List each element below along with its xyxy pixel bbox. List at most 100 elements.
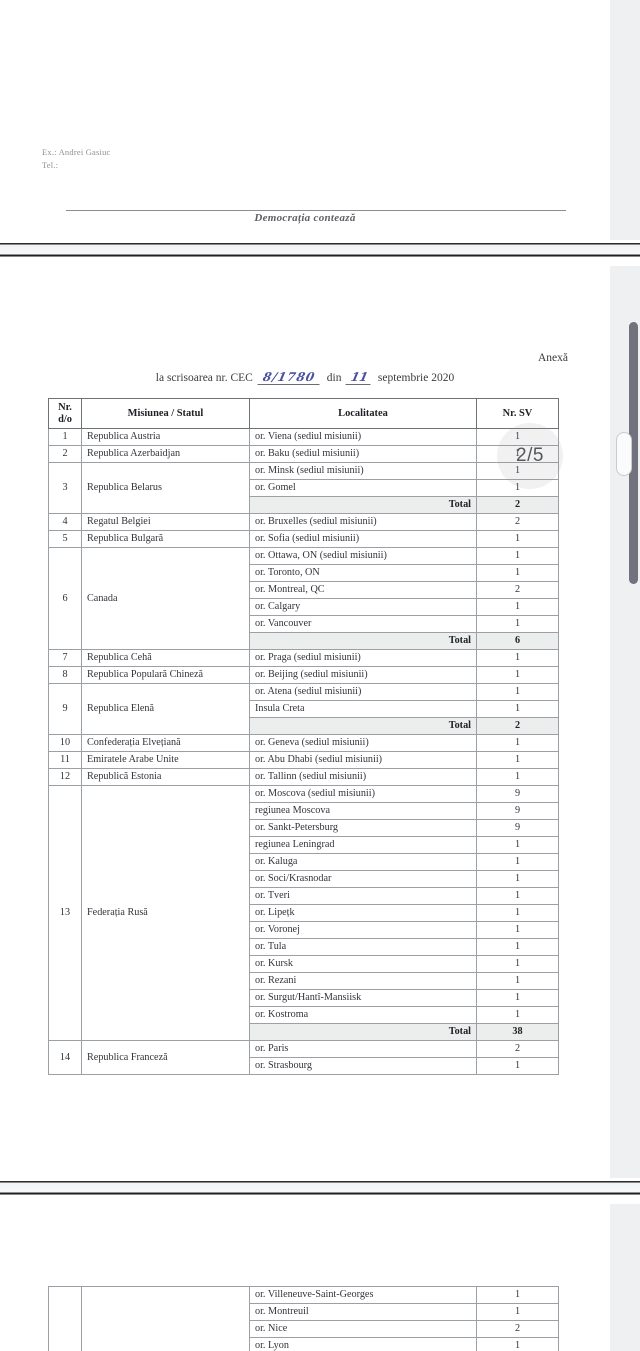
table-body: 1 Republica Austria or. Viena (sediul misi…: [48, 428, 559, 1075]
cell-nr: 11: [48, 751, 82, 769]
cell-locality: or. Surgut/Hantî-Mansiisk: [249, 989, 477, 1007]
cell-sv: 1: [476, 1303, 559, 1321]
document-page-1: Ex.: Andrei Gasiuc Tel.: Democrația cont…: [0, 0, 610, 240]
cell-sv: 1: [476, 836, 559, 854]
vertical-scrollbar-track[interactable]: [628, 0, 640, 1351]
cell-nr: 1: [48, 428, 82, 446]
cell-mission: Republica Populară Chineză: [81, 666, 250, 684]
column-header-nr: Nr. d/o: [48, 398, 82, 429]
table-row: 6 Canada or. Ottawa, ON (sediul misiunii) 1: [48, 547, 559, 650]
cell-total-sv: 2: [476, 717, 559, 735]
cell-sv: 9: [476, 802, 559, 820]
cell-locality: or. Baku (sediul misiunii): [249, 445, 477, 463]
table-row: or. Soci/Krasnodar 1: [49, 870, 559, 888]
cell-mission: Republica Cehă: [81, 649, 250, 667]
cell-nr: 5: [48, 530, 82, 548]
cell-locality: regiunea Moscova: [249, 802, 477, 820]
cell-mission: Federația Rusă: [81, 785, 250, 1041]
table-row: or. Strasbourg 1: [49, 1057, 559, 1075]
cell-sv: 2: [476, 581, 559, 599]
cell-sv: 1: [476, 1006, 559, 1024]
cell-locality: or. Lyon: [249, 1337, 477, 1351]
cell-total-sv: 38: [476, 1023, 559, 1041]
cell-sv: 1: [476, 547, 559, 565]
cell-total-sv: 2: [476, 496, 559, 514]
table-row: 14 Republica Franceză or. Paris 2: [48, 1040, 559, 1075]
annex-ref-number-handwritten: 8/1780: [257, 370, 323, 385]
page-separator-2: [0, 1178, 640, 1204]
cell-locality: or. Tula: [249, 938, 477, 956]
cell-sv: 1: [476, 666, 559, 684]
table-row: 5 Republica Bulgară or. Sofia (sediul misi…: [48, 530, 559, 548]
cell-locality: or. Montreal, QC: [249, 581, 477, 599]
cell-locality: or. Vancouver: [249, 615, 477, 633]
page-3-gutter: [610, 1204, 640, 1351]
table-row: Insula Creta 1: [49, 700, 559, 718]
annex-ref-din: din: [326, 372, 342, 384]
cell-mission: Republică Estonia: [81, 768, 250, 786]
table-row: 13 Federația Rusă or. Moscova (sediul misi…: [48, 785, 559, 1041]
cell-mission: Republica Franceză: [81, 1040, 250, 1075]
cell-sv: 1: [476, 564, 559, 582]
cell-locality: or. Viena (sediul misiunii): [249, 428, 477, 446]
cell-locality: or. Praga (sediul misiunii): [249, 649, 477, 667]
annex-ref-date: septembrie 2020: [377, 372, 455, 384]
table-row: 10 Confederația Elvețiană or. Geneva (sedi…: [48, 734, 559, 752]
table-row: 7 Republica Cehă or. Praga (sediul misiuni…: [48, 649, 559, 667]
executor-phone: Tel.:: [42, 159, 59, 170]
cell-locality: or. Sofia (sediul misiunii): [249, 530, 477, 548]
table-row: or. Calgary 1: [49, 598, 559, 616]
cell-nr: 9: [48, 683, 82, 735]
cell-sv: 1: [476, 700, 559, 718]
polling-stations-table: Nr. d/o Misiunea / Statul Localitatea Nr…: [48, 398, 559, 1075]
table-total-row: Total 2: [49, 717, 559, 735]
document-page-2: Anexă la scrisoarea nr. CEC 8/1780 din 1…: [0, 266, 610, 1178]
cell-sv: 1: [476, 615, 559, 633]
cell-sv: 1: [476, 938, 559, 956]
cell-locality: or. Paris: [249, 1040, 477, 1058]
cell-sv: 2: [476, 513, 559, 531]
cell-locality: or. Kostroma: [249, 1006, 477, 1024]
vertical-scrollbar-thumb[interactable]: [629, 322, 638, 584]
cell-sv: 1: [476, 887, 559, 905]
cell-sv: 2: [476, 1320, 559, 1338]
column-header-mission: Misiunea / Statul: [81, 398, 250, 429]
column-header-nr-line2: d/o: [58, 413, 72, 425]
cell-sv: 1: [476, 649, 559, 667]
table-row: or. Surgut/Hantî-Mansiisk 1: [49, 989, 559, 1007]
table-row: or. Montreal, QC 2: [49, 581, 559, 599]
annex-title: Anexă: [537, 352, 568, 364]
cell-total-label: Total: [249, 632, 477, 650]
cell-sv: 1: [476, 955, 559, 973]
cell-locality: or. Lipețk: [249, 904, 477, 922]
table-row: 12 Republică Estonia or. Tallinn (sediul m…: [48, 768, 559, 786]
cell-locality: or. Toronto, ON: [249, 564, 477, 582]
cell-sv: 1: [476, 751, 559, 769]
page-separator-1: [0, 240, 640, 266]
cell-sv: 1: [476, 734, 559, 752]
polling-stations-table-continued: or. Villeneuve-Saint-Georges 1 or. Montreu…: [48, 1286, 559, 1351]
cell-locality: regiunea Leningrad: [249, 836, 477, 854]
cell-mission: Republica Bulgară: [81, 530, 250, 548]
cell-mission: Republica Azerbaidjan: [81, 445, 250, 463]
cell-locality: or. Rezani: [249, 972, 477, 990]
cell-nr: 13: [48, 785, 82, 1041]
cell-total-label: Total: [249, 496, 477, 514]
cell-locality: or. Abu Dhabi (sediul misiunii): [249, 751, 477, 769]
cell-sv: 1: [476, 598, 559, 616]
cell-sv: 1: [476, 972, 559, 990]
cell-mission: Republica Elenă: [81, 683, 250, 735]
cell-locality: or. Soci/Krasnodar: [249, 870, 477, 888]
table-row: 1 Republica Austria or. Viena (sediul misi…: [48, 428, 559, 446]
cell-sv: 9: [476, 819, 559, 837]
annex-reference-line: la scrisoarea nr. CEC 8/1780 din 11 sept…: [0, 370, 610, 385]
cell-locality: or. Sankt-Petersburg: [249, 819, 477, 837]
table-row: or. Lyon 1: [49, 1337, 559, 1351]
table-body-continued: or. Villeneuve-Saint-Georges 1 or. Montreu…: [48, 1286, 559, 1351]
cell-locality: or. Kursk: [249, 955, 477, 973]
cell-sv: 1: [476, 1337, 559, 1351]
cell-locality: or. Moscova (sediul misiunii): [249, 785, 477, 803]
scroll-grip-handle[interactable]: [616, 432, 632, 476]
cell-locality: or. Atena (sediul misiunii): [249, 683, 477, 701]
